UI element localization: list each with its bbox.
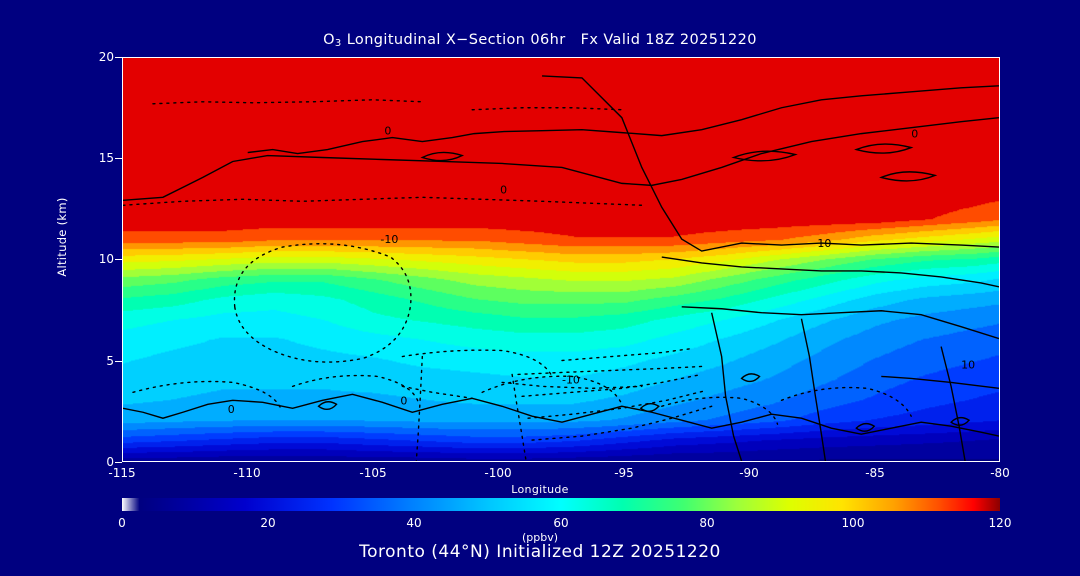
contour-neg10-loop-west [233,243,412,363]
cb-tick-100: 100 [841,516,865,530]
contour-label-0-right: 0 [911,128,918,141]
contour-neg10-arc-e [291,374,420,403]
contour-neg10-mid-d [511,373,527,461]
contour-label-neg10-mid: -10 [562,373,580,386]
colorbar[interactable] [122,498,1000,511]
y-tick-mark-10 [115,259,122,260]
contour-0-bl-loop-b [639,403,660,412]
contour-neg10-upper [123,196,643,206]
contour-label-10-cyan: 10 [961,358,975,371]
y-tick-label-10: 10 [98,252,114,266]
y-tick-mark-15 [115,158,122,159]
contour-neg10-mid-e [415,355,424,461]
cb-tick-60: 60 [553,516,569,530]
contour-0-loop-b [731,150,798,162]
contour-label-0-bl-a: 0 [228,403,235,416]
contour-neg10-arc-b [661,396,779,425]
title-o3-prefix: O [323,32,335,48]
x-tick-label-m105: -105 [359,466,387,480]
contour-0-upper [247,85,999,155]
contour-0-bl-loop-a [317,401,338,410]
y-tick-label-0: 0 [106,455,114,469]
contour-0-loop-c [854,143,914,154]
contour-0-bl-loop-d [855,422,876,432]
contour-neg10-arc-d [132,380,282,409]
cross-section-plot[interactable]: -10 -10 0 0 0 10 10 0 0 [122,57,1000,462]
contour-neg10-green-d [531,405,713,441]
contour-label-10-fold: 10 [817,237,831,250]
contour-neg10-mid-a [401,349,553,378]
x-tick-label-m90: -90 [739,466,759,480]
contour-label-0-bl-b: 0 [400,394,407,407]
x-tick-label-m115: -115 [108,466,136,480]
contour-10-fold [542,75,999,252]
cb-tick-40: 40 [406,516,422,530]
x-tick-label-m85: -85 [865,466,885,480]
dotted-contours [123,99,912,461]
page-title: O3 Longitudinal X−Section 06hr Fx Valid … [0,32,1080,49]
title-subscript: 3 [334,38,342,49]
y-tick-label-15: 15 [98,151,114,165]
contour-label-neg10-west: -10 [380,233,398,246]
title-rest: Longitudinal X−Section 06hr Fx Valid 18Z… [341,32,757,48]
x-tick-label-m80: -80 [990,466,1010,480]
contour-overlay: -10 -10 0 0 0 10 10 0 0 [123,75,999,461]
y-tick-mark-20 [115,57,122,58]
contour-10-east [661,256,999,288]
ozone-filled-contours [123,58,999,461]
contour-label-0-mid: 0 [500,183,507,196]
contour-10-cyan [881,375,999,390]
cb-tick-0: 0 [118,516,126,530]
y-tick-label-5: 5 [106,354,114,368]
contour-label-group: -10 -10 0 0 0 10 10 0 0 [228,125,975,417]
contour-neg10-green-c [527,389,708,419]
y-tick-mark-0 [115,462,122,463]
colorbar-gradient [122,498,1000,511]
x-tick-label-m95: -95 [614,466,634,480]
contour-neg10-top-a [152,99,424,105]
contour-neg10-green-b [521,373,703,398]
y-tick-mark-5 [115,361,122,362]
cb-tick-80: 80 [699,516,715,530]
contour-neg10-mid-b [501,381,643,390]
contour-10-vertical-a [710,312,743,461]
cb-tick-120: 120 [988,516,1012,530]
contour-neg10-green-e [561,347,693,362]
colorbar-units: (ppbv) [521,531,559,544]
contour-neg10-arc-a [481,375,623,405]
contour-0-loop-d [879,171,938,182]
contour-neg10-green-a [517,365,703,376]
contour-10-lower [681,306,999,340]
x-tick-label-m110: -110 [233,466,261,480]
x-axis-label: Longitude [511,483,569,496]
y-tick-label-20: 20 [98,50,114,64]
contour-0-bl-loop-c [740,373,761,383]
contour-neg10-mid-c [401,385,473,400]
contour-0-loop-a [420,151,465,162]
contour-0-bl-loop-e [950,416,971,426]
y-axis-label: Altitude (km) [55,197,69,277]
figure-caption: Toronto (44°N) Initialized 12Z 20251220 [359,542,721,562]
contour-0-mid [123,117,999,201]
x-tick-label-m100: -100 [484,466,512,480]
solid-contours [123,75,999,461]
contour-label-0-upper: 0 [384,125,391,138]
contour-neg10-arc-c [780,386,912,417]
contour-10-vertical-b [800,318,827,461]
ozone-field-canvas [123,58,999,461]
cb-tick-20: 20 [260,516,276,530]
contour-0-boundary-layer [123,393,999,437]
contour-10-vertical-c [940,346,966,461]
contour-neg10-top-b [471,107,623,111]
